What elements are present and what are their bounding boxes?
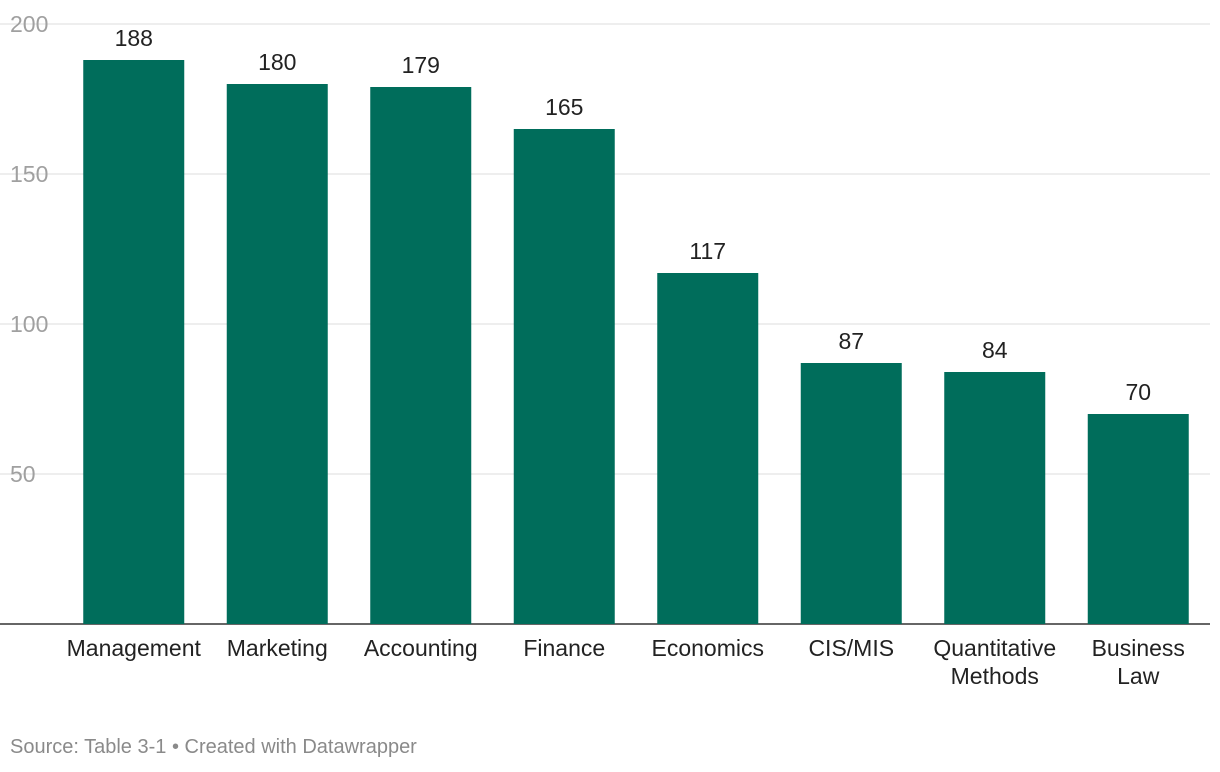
bar-cis-mis [800,363,902,624]
value-label: 179 [402,52,440,78]
bar-marketing [226,84,328,624]
bar-accounting [370,87,472,624]
category-label: Methods [951,663,1039,689]
value-label: 117 [689,238,726,264]
category-label: Law [1117,663,1160,689]
labels: 188 Management 180 Marketing 179 Accounting 16… [67,25,1185,689]
value-label: 87 [838,328,864,354]
value-label: 180 [258,49,296,75]
category-label: Finance [523,635,605,661]
category-label: Business [1092,635,1185,661]
bar-economics [657,273,759,624]
y-tick-label: 150 [10,161,48,187]
bar-management [83,60,185,624]
category-label: Marketing [227,635,328,661]
bar-finance [513,129,615,624]
value-label: 188 [115,25,153,51]
value-label: 84 [982,337,1008,363]
value-label: 165 [545,94,583,120]
y-tick-label: 100 [10,311,48,337]
source-credit: Source: Table 3-1 • Created with Datawra… [10,736,417,758]
category-label: Quantitative [933,635,1056,661]
value-label: 70 [1125,379,1151,405]
bar-business-law [1087,414,1189,624]
bar-quantitative-methods [944,372,1046,624]
bars [83,60,1189,624]
category-label: Economics [652,635,764,661]
y-tick-label: 200 [10,11,48,37]
y-tick-label: 50 [10,461,36,487]
category-label: Management [67,635,202,661]
category-label: Accounting [364,635,478,661]
bar-chart: 50 100 150 200 188 Management 180 Marketing 179… [0,11,1210,689]
category-label: CIS/MIS [808,635,894,661]
